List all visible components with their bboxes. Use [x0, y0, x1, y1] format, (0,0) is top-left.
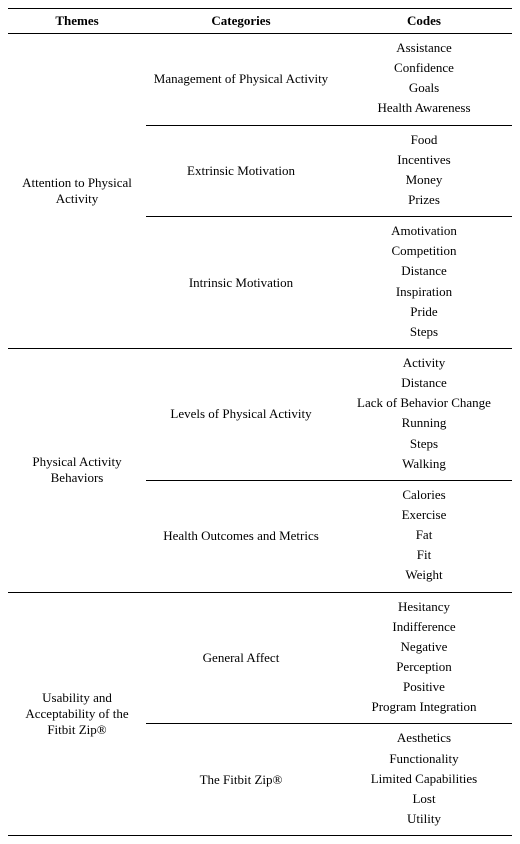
code-item: Perception	[338, 657, 510, 677]
code-item: Negative	[338, 637, 510, 657]
theme-cell: Attention to Physical Activity	[8, 34, 146, 349]
code-item: Assistance	[338, 38, 510, 58]
code-item: Lost	[338, 789, 510, 809]
code-item: Fit	[338, 545, 510, 565]
code-item: Aesthetics	[338, 728, 510, 748]
codes-cell: AssistanceConfidenceGoalsHealth Awarenes…	[336, 34, 512, 126]
table-body: Attention to Physical ActivityManagement…	[8, 34, 512, 836]
header-categories: Categories	[146, 9, 336, 34]
code-item: Utility	[338, 809, 510, 829]
code-item: Health Awareness	[338, 98, 510, 118]
codes-cell: ActivityDistanceLack of Behavior ChangeR…	[336, 348, 512, 480]
category-cell: Intrinsic Motivation	[146, 217, 336, 349]
codes-cell: CaloriesExerciseFatFitWeight	[336, 480, 512, 592]
code-item: Money	[338, 170, 510, 190]
code-item: Confidence	[338, 58, 510, 78]
code-item: Hesitancy	[338, 597, 510, 617]
code-item: Weight	[338, 565, 510, 585]
code-item: Steps	[338, 322, 510, 342]
category-cell: Management of Physical Activity	[146, 34, 336, 126]
code-item: Distance	[338, 373, 510, 393]
code-item: Indifference	[338, 617, 510, 637]
code-item: Steps	[338, 434, 510, 454]
code-item: Inspiration	[338, 282, 510, 302]
table-row: Usability and Acceptability of the Fitbi…	[8, 592, 512, 724]
codes-cell: HesitancyIndifferenceNegativePerceptionP…	[336, 592, 512, 724]
theme-cell: Usability and Acceptability of the Fitbi…	[8, 592, 146, 836]
code-item: Limited Capabilities	[338, 769, 510, 789]
code-item: Lack of Behavior Change	[338, 393, 510, 413]
codes-cell: FoodIncentivesMoneyPrizes	[336, 125, 512, 217]
code-item: Incentives	[338, 150, 510, 170]
category-cell: General Affect	[146, 592, 336, 724]
themes-categories-codes-table: Themes Categories Codes Attention to Phy…	[8, 8, 512, 836]
category-cell: Health Outcomes and Metrics	[146, 480, 336, 592]
code-item: Pride	[338, 302, 510, 322]
header-row: Themes Categories Codes	[8, 9, 512, 34]
code-item: Exercise	[338, 505, 510, 525]
code-item: Walking	[338, 454, 510, 474]
code-item: Competition	[338, 241, 510, 261]
code-item: Distance	[338, 261, 510, 281]
code-item: Amotivation	[338, 221, 510, 241]
code-item: Goals	[338, 78, 510, 98]
code-item: Program Integration	[338, 697, 510, 717]
table-row: Attention to Physical ActivityManagement…	[8, 34, 512, 126]
code-item: Positive	[338, 677, 510, 697]
codes-cell: AmotivationCompetitionDistanceInspiratio…	[336, 217, 512, 349]
code-item: Calories	[338, 485, 510, 505]
code-item: Prizes	[338, 190, 510, 210]
category-cell: Levels of Physical Activity	[146, 348, 336, 480]
code-item: Functionality	[338, 749, 510, 769]
code-item: Food	[338, 130, 510, 150]
code-item: Activity	[338, 353, 510, 373]
code-item: Fat	[338, 525, 510, 545]
header-themes: Themes	[8, 9, 146, 34]
table-row: Physical Activity BehaviorsLevels of Phy…	[8, 348, 512, 480]
category-cell: Extrinsic Motivation	[146, 125, 336, 217]
code-item: Running	[338, 413, 510, 433]
header-codes: Codes	[336, 9, 512, 34]
theme-cell: Physical Activity Behaviors	[8, 348, 146, 592]
